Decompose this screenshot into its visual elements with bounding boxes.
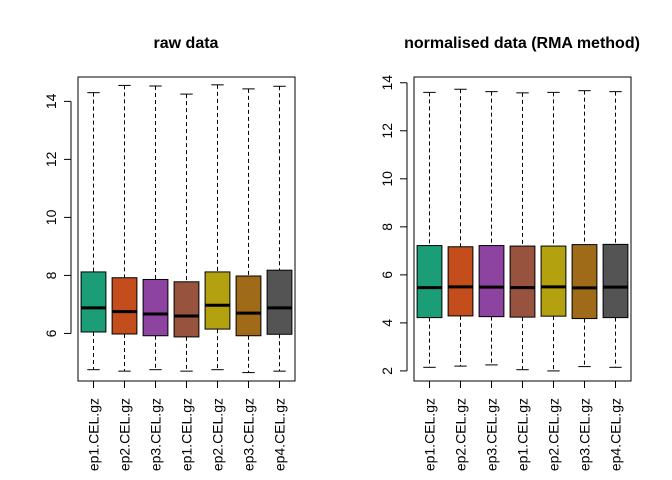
interquartile-box — [204, 271, 231, 330]
raw-y-tick-label: 12 — [43, 151, 59, 167]
norm-y-tick-label: 8 — [379, 223, 395, 231]
raw-y-tick-label: 10 — [43, 209, 59, 225]
norm-x-tick-label: ep3.CEL.gz — [577, 398, 593, 471]
norm-y-tick-label: 12 — [379, 123, 395, 139]
norm-box-6 — [571, 90, 598, 368]
raw-box-6 — [235, 88, 262, 374]
norm-box-2 — [447, 88, 474, 367]
raw-x-tick-label: ep1.CEL.gz — [86, 398, 102, 471]
raw-x-tick-label: ep2.CEL.gz — [117, 398, 133, 471]
norm-y-tick-label: 2 — [379, 367, 395, 375]
raw-box-3 — [142, 85, 169, 371]
raw-data-title: raw data — [154, 35, 219, 52]
norm-y-tick-label: 10 — [379, 171, 395, 187]
raw-x-tick-label: ep4.CEL.gz — [272, 398, 288, 471]
norm-box-4 — [509, 92, 536, 371]
norm-box-7 — [602, 91, 629, 368]
raw-x-tick-label: ep2.CEL.gz — [210, 398, 226, 471]
norm-box-3 — [478, 91, 505, 366]
norm-x-tick-label: ep2.CEL.gz — [546, 398, 562, 471]
interquartile-box — [540, 245, 567, 317]
raw-y-tick-label: 8 — [43, 271, 59, 279]
interquartile-box — [142, 278, 169, 337]
interquartile-box — [602, 243, 629, 319]
raw-x-tick-label: ep3.CEL.gz — [241, 398, 257, 471]
raw-box-4 — [173, 93, 200, 372]
interquartile-box — [266, 269, 293, 335]
norm-x-tick-label: ep3.CEL.gz — [484, 398, 500, 471]
raw-data-panel: raw data 6 8 10 12 14 ep1.CEL.gz ep2.CEL.gz ep3… — [43, 35, 296, 471]
norm-x-tick-label: ep2.CEL.gz — [453, 398, 469, 471]
raw-box-5 — [204, 84, 231, 371]
interquartile-box — [571, 244, 598, 320]
norm-box-5 — [540, 91, 567, 372]
norm-x-tick-label: ep1.CEL.gz — [515, 398, 531, 471]
raw-box-7 — [266, 85, 293, 372]
raw-y-tick-label: 6 — [43, 329, 59, 337]
interquartile-box — [478, 245, 505, 318]
raw-box-1 — [80, 92, 107, 371]
raw-box-2 — [111, 84, 138, 372]
interquartile-box — [447, 246, 474, 317]
normalised-data-title: normalised data (RMA method) — [404, 35, 640, 52]
interquartile-box — [509, 245, 536, 318]
normalised-data-panel: normalised data (RMA method) 2 4 6 8 10 12 14 e… — [379, 35, 640, 471]
interquartile-box — [111, 277, 138, 335]
norm-y-tick-label: 6 — [379, 271, 395, 279]
raw-x-tick-label: ep3.CEL.gz — [148, 398, 164, 471]
norm-x-tick-label: ep1.CEL.gz — [422, 398, 438, 471]
norm-x-tick-label: ep4.CEL.gz — [608, 398, 624, 471]
raw-y-tick-label: 14 — [43, 93, 59, 109]
norm-box-1 — [416, 91, 443, 368]
interquartile-box — [173, 281, 200, 338]
interquartile-box — [235, 275, 262, 337]
interquartile-box — [80, 271, 107, 333]
norm-y-tick-label: 4 — [379, 319, 395, 327]
raw-x-tick-label: ep1.CEL.gz — [179, 398, 195, 471]
interquartile-box — [416, 245, 443, 319]
norm-y-tick-label: 14 — [379, 75, 395, 91]
